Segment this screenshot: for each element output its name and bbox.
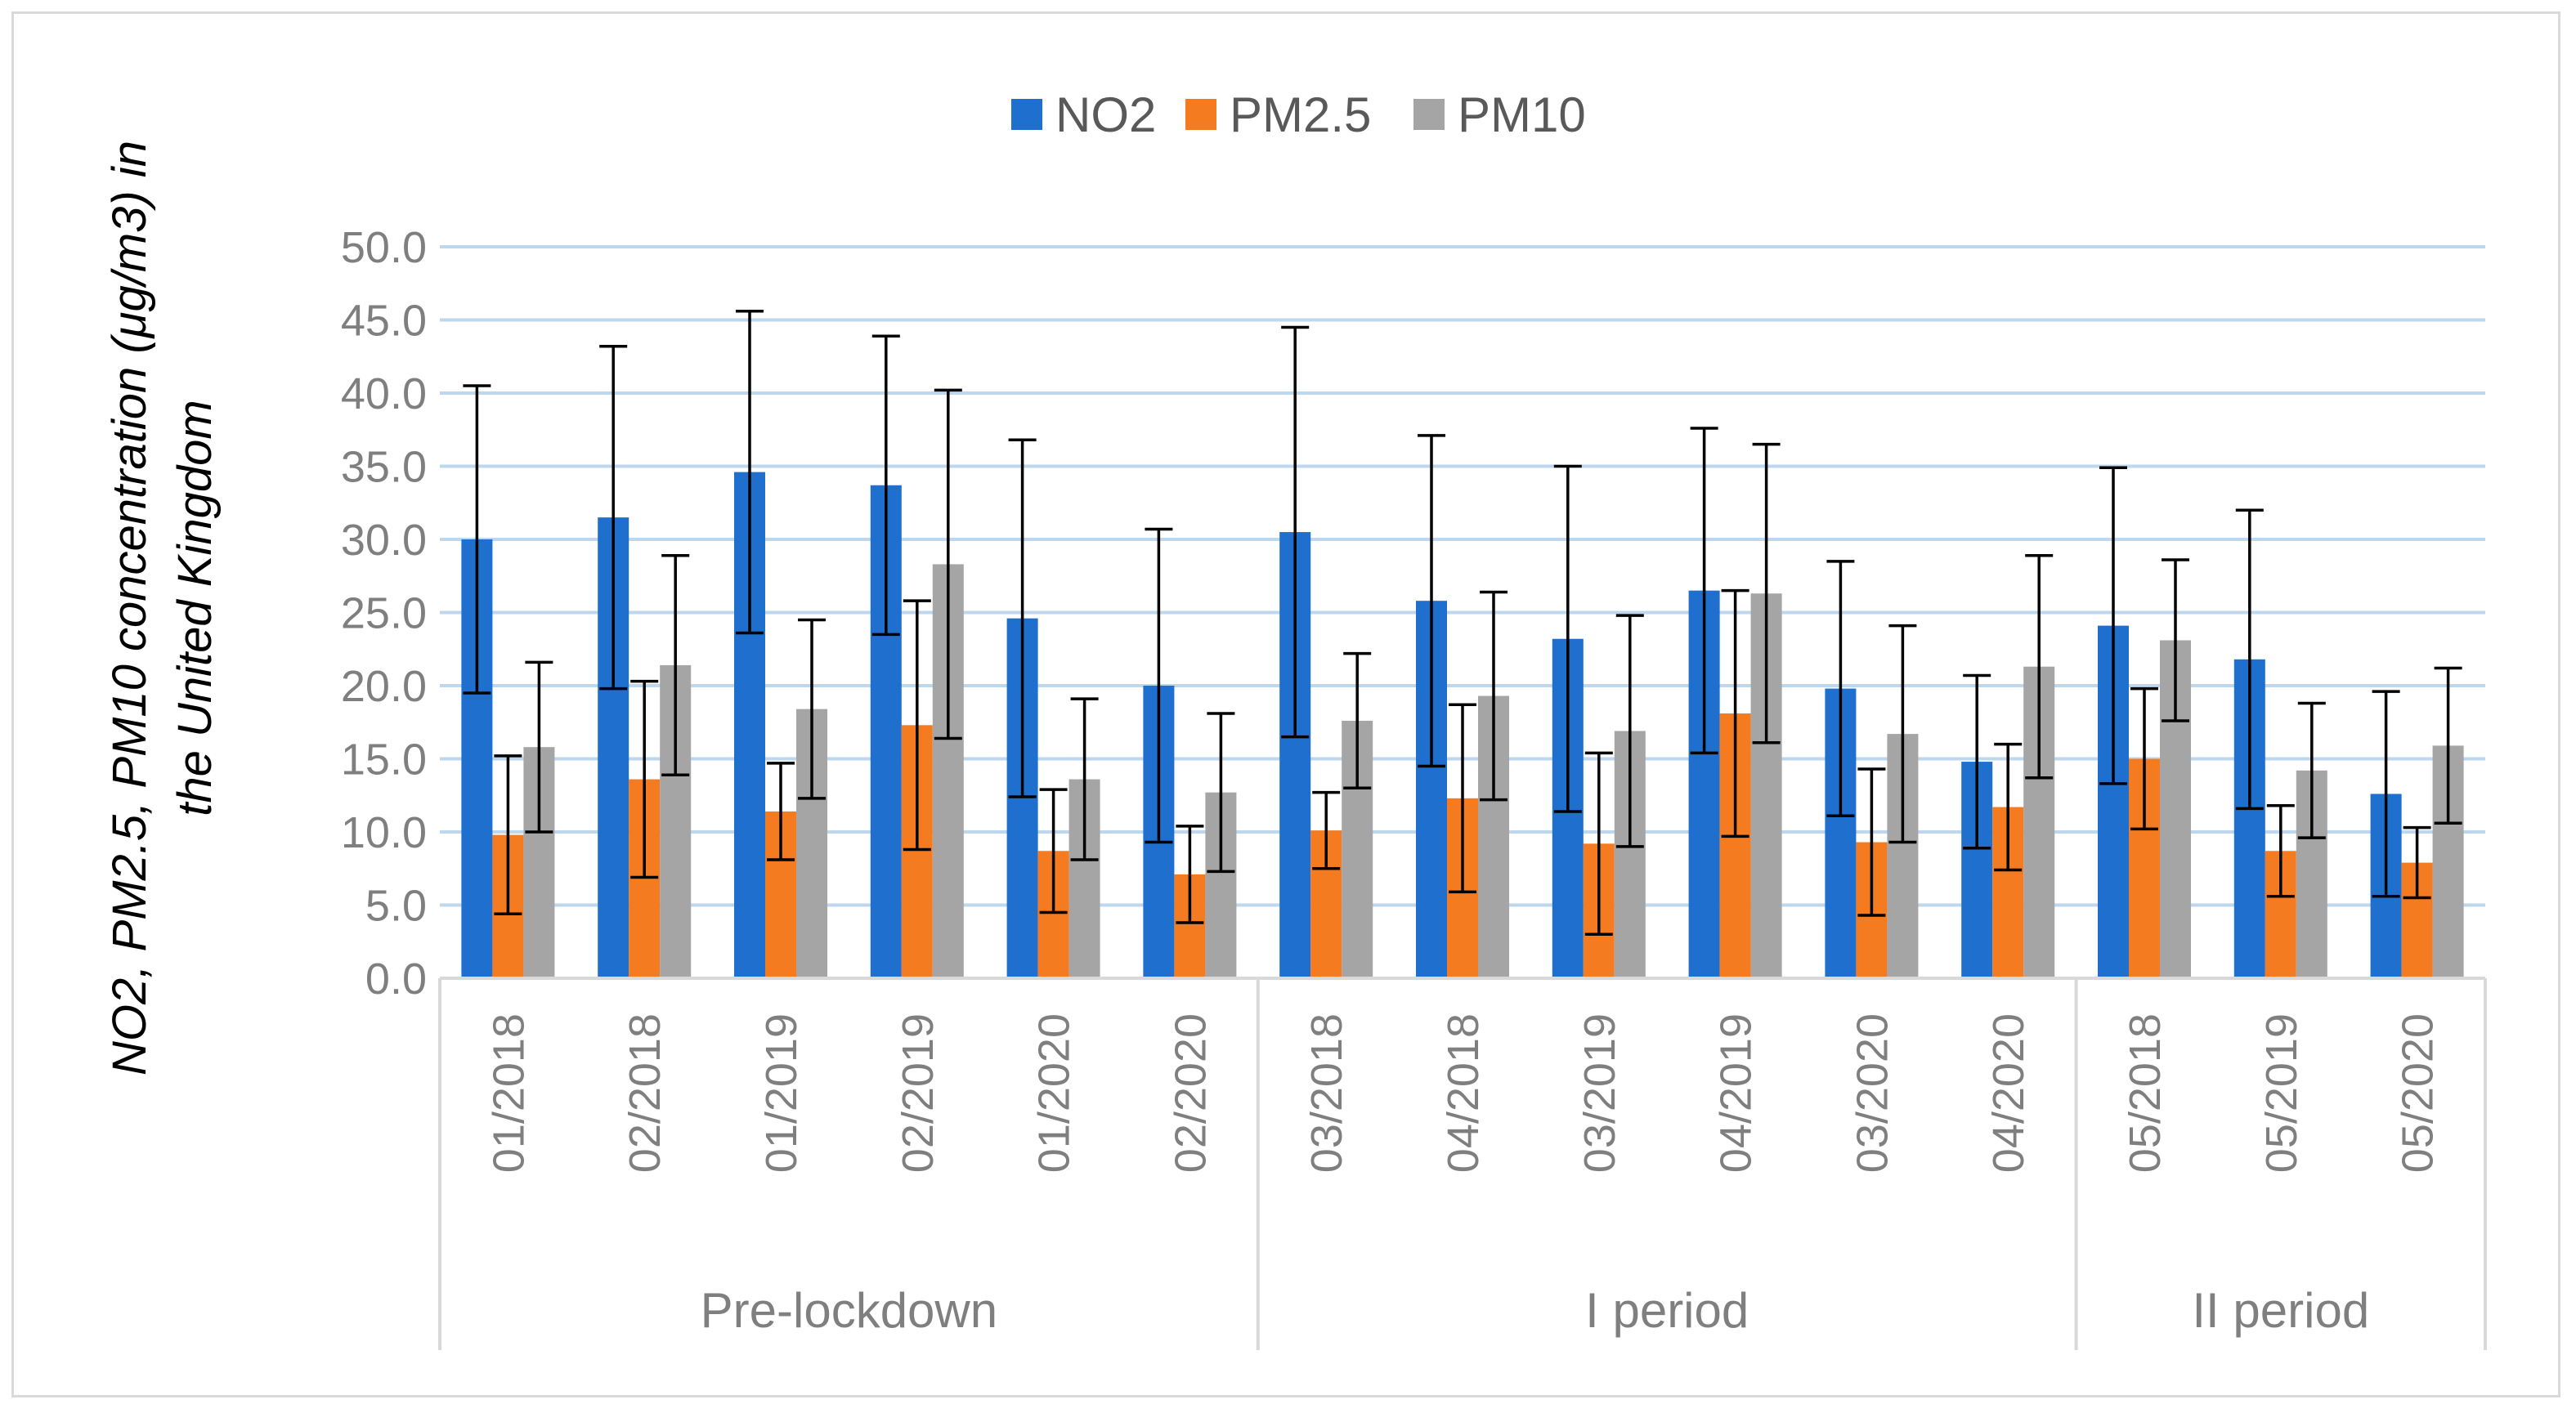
legend-label: PM10	[1458, 87, 1586, 142]
error-bar	[1480, 590, 1508, 802]
x-axis-category-labels: 01/2018 02/2018 01/2019 02/2019 01/2020 02/20…	[484, 1013, 2442, 1173]
x-tick-label: 01/2018	[484, 1013, 533, 1173]
legend-label: NO2	[1055, 87, 1156, 142]
x-tick-label: 04/2019	[1712, 1013, 1761, 1173]
error-bar	[798, 618, 826, 800]
legend-item: PM10	[1413, 87, 1586, 142]
legend-swatch	[1011, 99, 1042, 130]
error-bar	[1008, 438, 1037, 798]
error-bar	[1449, 703, 1476, 894]
x-tick-label: 02/2019	[894, 1013, 943, 1173]
error-bar	[1039, 788, 1068, 914]
error-bar	[903, 599, 931, 852]
error-bar	[1994, 742, 2023, 872]
error-bar	[1312, 790, 1341, 870]
y-tick-label: 25.0	[341, 589, 427, 638]
x-group-label: I period	[1585, 1283, 1749, 1338]
y-tick-label: 40.0	[341, 369, 427, 418]
error-bar	[1070, 697, 1099, 861]
y-tick-label: 5.0	[365, 882, 427, 931]
error-bar	[767, 762, 795, 861]
error-bar	[736, 310, 764, 635]
y-axis-label-line-1: NO2, PM2.5, PM10 concentration (μg/m3) i…	[103, 141, 156, 1075]
error-bar	[1343, 651, 1372, 790]
y-axis-label-line-2: the United Kingdom	[168, 400, 222, 816]
error-bar	[1690, 427, 1718, 755]
x-tick-label: 01/2019	[757, 1013, 806, 1173]
x-axis	[438, 977, 2487, 1350]
y-tick-label: 0.0	[365, 955, 427, 1004]
y-tick-label: 35.0	[341, 443, 427, 492]
error-bar	[1888, 624, 1917, 844]
error-bar	[2130, 686, 2158, 831]
y-tick-label: 45.0	[341, 297, 427, 346]
y-tick-label: 20.0	[341, 662, 427, 711]
y-axis-ticks: 0.0 5.0 10.0 15.0 20.0 25.0 30.0 35.0 40.0 45.0 50…	[341, 223, 427, 1004]
x-tick-label: 04/2020	[1984, 1013, 2033, 1173]
error-bar	[1145, 527, 1173, 844]
error-bar	[1418, 434, 1445, 768]
error-bar	[1176, 825, 1204, 924]
y-tick-label: 30.0	[341, 516, 427, 565]
legend-label: PM2.5	[1230, 87, 1371, 142]
y-tick-label: 10.0	[341, 808, 427, 857]
error-bar	[2403, 825, 2431, 900]
chart-frame	[11, 11, 2560, 1397]
error-bar	[1584, 751, 1613, 937]
x-tick-label: 02/2020	[1166, 1013, 1215, 1173]
error-bar	[2372, 690, 2400, 898]
x-group-label: Pre-lockdown	[701, 1283, 998, 1338]
error-bar	[2025, 553, 2054, 780]
error-bar	[661, 553, 690, 776]
error-bar	[934, 388, 962, 740]
error-bar	[2099, 466, 2127, 785]
error-bar	[2162, 558, 2189, 722]
error-bar	[1553, 464, 1582, 813]
error-bar	[1281, 325, 1310, 739]
y-tick-label: 50.0	[341, 223, 427, 272]
x-tick-label: 03/2018	[1302, 1013, 1351, 1173]
legend-item: PM2.5	[1185, 87, 1371, 142]
legend: NO2 PM2.5 PM10	[1011, 87, 1586, 142]
error-bar	[494, 754, 522, 915]
x-tick-label: 02/2018	[620, 1013, 670, 1173]
error-bar	[2235, 508, 2264, 811]
error-bar	[1857, 767, 1886, 917]
error-bar	[1752, 442, 1781, 745]
error-bar	[1963, 673, 1991, 850]
legend-swatch	[1413, 99, 1445, 130]
x-tick-label: 05/2020	[2394, 1013, 2443, 1173]
error-bar	[1721, 588, 1749, 838]
x-group-label: II period	[2192, 1283, 2369, 1338]
error-bar	[2266, 804, 2295, 898]
x-axis-group-labels: Pre-lockdown I period II period	[701, 1283, 2370, 1338]
error-bar	[463, 384, 491, 695]
x-tick-label: 05/2018	[2121, 1013, 2170, 1173]
error-bar	[630, 679, 659, 879]
x-tick-label: 01/2020	[1030, 1013, 1079, 1173]
y-tick-label: 15.0	[341, 736, 427, 785]
error-bar	[1826, 560, 1855, 818]
error-bar	[1615, 614, 1644, 848]
error-bar	[599, 344, 628, 691]
error-bar	[871, 334, 900, 637]
error-bar	[2297, 701, 2326, 839]
error-bar	[525, 660, 553, 834]
error-bar	[1207, 712, 1235, 874]
x-tick-label: 05/2019	[2257, 1013, 2306, 1173]
error-bars	[463, 310, 2462, 937]
x-tick-label: 03/2019	[1575, 1013, 1624, 1173]
x-tick-label: 04/2018	[1439, 1013, 1488, 1173]
error-bar	[2434, 666, 2462, 825]
x-tick-label: 03/2020	[1848, 1013, 1897, 1173]
legend-swatch	[1185, 99, 1216, 130]
legend-item: NO2	[1011, 87, 1156, 142]
